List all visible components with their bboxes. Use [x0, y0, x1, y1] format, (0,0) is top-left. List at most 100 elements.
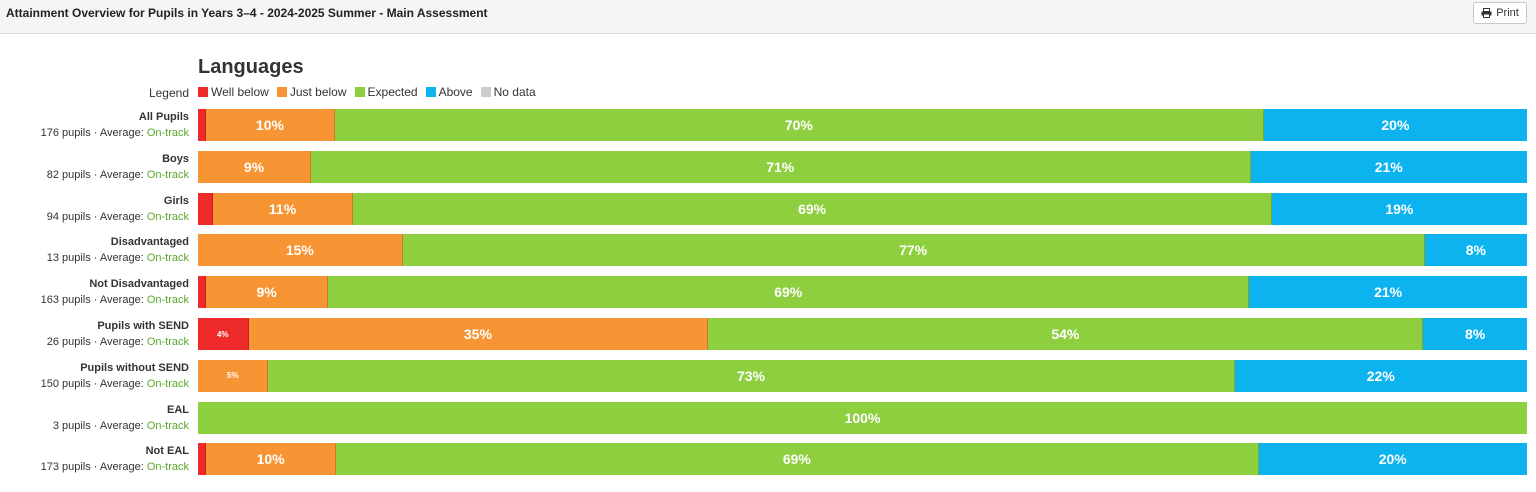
bar-segment[interactable]: 69% [336, 443, 1259, 476]
group-summary: 163 pupils · Average: On-track [40, 294, 189, 307]
legend-item-label: Well below [211, 85, 269, 99]
average-value: On-track [146, 168, 189, 181]
average-label: Average: [99, 127, 144, 139]
bar-segment[interactable]: 4% [198, 318, 249, 350]
bar-segment[interactable] [198, 276, 206, 309]
stacked-bar[interactable]: 100% [198, 401, 1527, 434]
group-name: Not Disadvantaged [89, 278, 189, 291]
bar-segment[interactable] [198, 443, 206, 476]
pupil-count: 3 pupils [52, 419, 91, 432]
legend-swatch [354, 87, 365, 97]
bar-segment[interactable]: 69% [328, 276, 1250, 309]
stacked-bar[interactable]: 5% 73% 22% [198, 359, 1527, 392]
segment-label: 9% [256, 284, 277, 301]
segment-label: 10% [256, 451, 285, 468]
bar-segment[interactable]: 21% [1250, 150, 1527, 183]
legend-swatch [425, 87, 436, 97]
bar-segment[interactable]: 100% [198, 401, 1527, 434]
average-label: Average: [99, 377, 144, 390]
row-label: Pupils without SEND 150 pupils · Average:… [0, 360, 189, 392]
bar-segment[interactable]: 20% [1263, 109, 1527, 141]
stacked-bar[interactable]: 11% 69% 19% [198, 192, 1527, 225]
group-name: Disadvantaged [110, 236, 189, 249]
bar-segment[interactable]: 35% [248, 318, 709, 350]
segment-label: 100% [844, 409, 881, 426]
row-label: All Pupils 176 pupils · Average: On-track [0, 109, 189, 141]
bar-segment[interactable]: 8% [1424, 234, 1527, 267]
group-name: Girls [163, 194, 189, 207]
bar-segment[interactable]: 21% [1249, 276, 1527, 309]
pupil-count: 26 pupils [46, 336, 91, 348]
average-value: On-track [146, 377, 189, 390]
bar-segment[interactable]: 10% [205, 109, 335, 141]
segment-label: 21% [1374, 158, 1403, 175]
pupil-count: 176 pupils [40, 127, 91, 139]
bar-segment[interactable]: 22% [1234, 359, 1527, 392]
bar-segment[interactable] [198, 192, 213, 225]
bar-segment[interactable]: 9% [205, 276, 329, 309]
bar-segment[interactable]: 5% [198, 359, 269, 392]
average-value: On-track [146, 252, 189, 265]
segment-label: 69% [798, 200, 827, 217]
segment-label: 8% [1465, 326, 1486, 342]
print-button[interactable]: Print [1473, 2, 1527, 24]
bar-segment[interactable]: 71% [310, 150, 1251, 183]
segment-label: 21% [1374, 284, 1403, 301]
legend-swatch [480, 87, 491, 97]
group-name: Pupils without SEND [80, 361, 189, 374]
stacked-bar[interactable]: 15% 77% 8% [198, 234, 1527, 267]
average-label: Average: [99, 210, 144, 223]
chart-title: Languages [198, 56, 304, 78]
stacked-bar[interactable]: 9% 69% 21% [198, 276, 1527, 309]
legend-swatch [198, 87, 208, 97]
printer-icon [1481, 8, 1492, 18]
segment-label: 9% [243, 158, 265, 175]
pupil-count: 13 pupils [46, 252, 91, 265]
row-label: Not Disadvantaged 163 pupils · Average: O… [0, 276, 189, 308]
group-summary: 13 pupils · Average: On-track [46, 252, 189, 265]
top-bar: Attainment Overview for Pupils in Years … [0, 0, 1536, 34]
segment-label: 71% [766, 158, 795, 175]
average-value: On-track [146, 461, 189, 474]
row-label: EAL 3 pupils · Average: On-track [0, 402, 189, 434]
pupil-count: 82 pupils [46, 168, 91, 181]
legend-item-label: Expected [367, 85, 418, 99]
bar-segment[interactable]: 9% [198, 150, 311, 183]
stacked-bar[interactable]: 10% 69% 20% [198, 443, 1527, 476]
group-name: Pupils with SEND [97, 320, 189, 332]
row-label: Pupils with SEND 26 pupils · Average: On-… [0, 318, 189, 350]
group-summary: 150 pupils · Average: On-track [40, 377, 189, 390]
average-label: Average: [99, 461, 144, 474]
segment-label: 73% [736, 367, 766, 384]
group-summary: 173 pupils · Average: On-track [40, 461, 189, 474]
segment-label: 20% [1381, 117, 1410, 133]
stacked-bar[interactable]: 4% 35% 54% 8% [198, 318, 1527, 350]
bar-segment[interactable]: 54% [708, 318, 1424, 350]
average-label: Average: [99, 294, 144, 307]
bar-segment[interactable] [198, 109, 206, 141]
row-label: Not EAL 173 pupils · Average: On-track [0, 443, 189, 475]
bar-segment[interactable]: 70% [334, 109, 1264, 141]
average-value: On-track [146, 127, 189, 139]
group-summary: 3 pupils · Average: On-track [52, 419, 189, 432]
legend-item: No data [480, 85, 536, 99]
bar-segment[interactable]: 73% [268, 359, 1235, 392]
bar-segment[interactable]: 8% [1423, 318, 1527, 350]
legend-item-label: No data [493, 85, 536, 99]
bar-segment[interactable]: 15% [198, 234, 403, 267]
bar-segment[interactable]: 10% [205, 443, 337, 476]
segment-label: 77% [899, 242, 928, 259]
bar-segment[interactable]: 20% [1258, 443, 1527, 476]
stacked-bar[interactable]: 10% 70% 20% [198, 109, 1527, 141]
segment-label: 19% [1385, 200, 1414, 217]
segment-label: 69% [782, 451, 811, 468]
row-label: Boys 82 pupils · Average: On-track [0, 151, 189, 183]
bar-segment[interactable]: 19% [1271, 192, 1527, 225]
legend-item-label: Above [438, 85, 473, 99]
bar-segment[interactable]: 11% [212, 192, 354, 225]
bar-segment[interactable]: 69% [353, 192, 1272, 225]
average-label: Average: [99, 252, 144, 265]
stacked-bar[interactable]: 9% 71% 21% [198, 150, 1527, 183]
pupil-count: 173 pupils [40, 461, 91, 474]
bar-segment[interactable]: 77% [402, 234, 1425, 267]
